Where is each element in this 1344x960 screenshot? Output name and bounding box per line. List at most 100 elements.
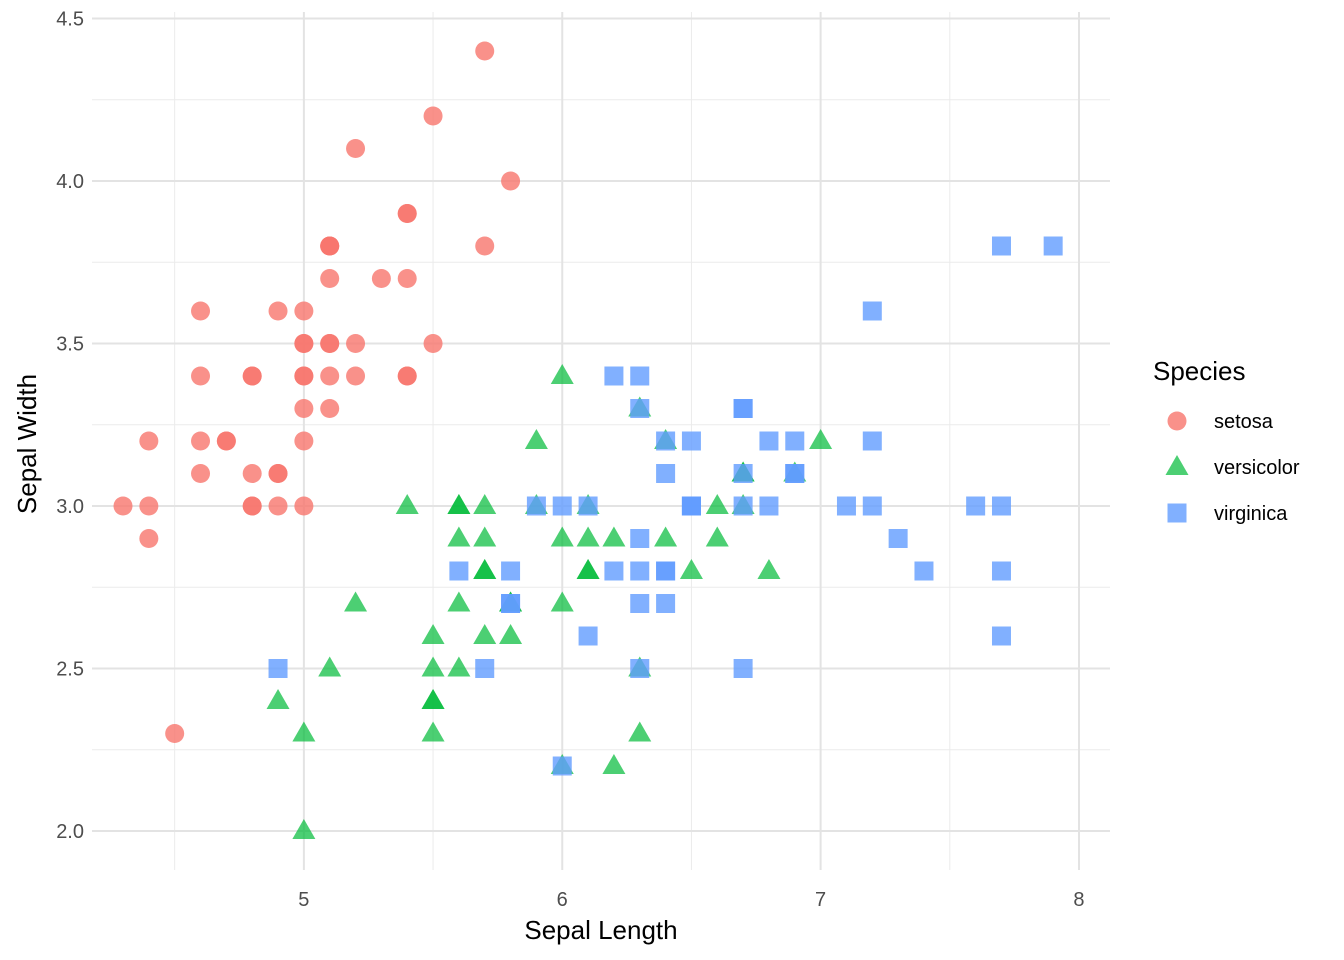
data-point-versicolor [473,494,497,514]
data-point-setosa [294,496,314,516]
data-point-virginica [630,659,650,678]
data-point-setosa [320,334,340,353]
legend-key-versicolor [1165,455,1189,475]
data-point-versicolor [602,526,626,547]
data-point-setosa [139,496,159,516]
data-point-setosa [397,269,417,288]
data-point-versicolor [344,591,368,612]
data-point-virginica [991,496,1011,516]
minor-gridlines [92,12,1110,870]
data-point-versicolor [292,819,316,839]
data-point-versicolor [447,591,471,612]
data-point-setosa [397,366,417,386]
data-point-virginica [1043,236,1063,256]
x-axis-title: Sepal Length [524,915,677,945]
y-axis-ticks: 2.0 2.5 3.0 3.5 4.0 4.5 [56,9,84,844]
y-tick-label: 3.0 [56,496,84,518]
data-point-versicolor [266,689,290,709]
data-point-versicolor [292,721,316,742]
data-point-virginica [604,366,624,386]
data-point-setosa [346,139,366,158]
data-point-versicolor [395,494,419,514]
data-point-setosa [113,496,133,516]
data-point-versicolor [576,526,600,547]
data-point-versicolor [705,526,729,547]
data-point-versicolor [473,559,497,579]
data-point-virginica [526,496,546,516]
data-point-virginica [578,496,598,516]
data-point-setosa [139,529,159,548]
data-point-virginica [991,236,1011,256]
data-point-versicolor [421,721,445,742]
data-point-virginica [759,431,779,451]
legend-label-virginica: virginica [1214,503,1288,525]
data-point-virginica [630,561,650,581]
data-point-virginica [914,561,934,581]
series-setosa [113,41,521,743]
data-point-versicolor [421,656,445,677]
data-point-virginica [991,561,1011,581]
data-point-setosa [320,399,340,418]
data-point-virginica [862,301,882,321]
data-point-setosa [191,366,211,386]
data-point-setosa [242,496,262,516]
data-point-versicolor [421,689,445,709]
data-point-setosa [475,41,495,61]
data-point-virginica [475,659,495,678]
data-point-virginica [733,659,753,678]
data-point-virginica [604,561,624,581]
data-point-setosa [165,724,185,743]
data-point-versicolor [550,591,574,612]
data-point-versicolor [654,526,678,547]
x-tick-label: 5 [298,889,309,911]
data-point-virginica [501,594,521,613]
data-point-virginica [733,399,753,418]
data-point-virginica [656,464,676,483]
data-point-virginica [656,431,676,451]
data-point-virginica [630,594,650,613]
data-point-virginica [681,431,701,451]
data-point-virginica [836,496,856,516]
x-axis-ticks: 5 6 7 8 [298,889,1084,911]
data-point-setosa [346,366,366,386]
data-point-virginica [681,496,701,516]
y-axis-title: Sepal Width [12,374,42,514]
data-point-versicolor [602,754,626,774]
data-point-virginica [785,431,805,451]
data-point-setosa [397,204,417,223]
data-point-virginica [733,464,753,483]
data-point-setosa [501,171,521,191]
data-point-virginica [630,529,650,548]
data-point-versicolor [318,656,342,677]
data-point-setosa [191,301,211,321]
legend: Species setosa versicolor virginica [1153,356,1300,525]
data-point-virginica [578,626,598,646]
data-point-virginica [991,626,1011,646]
data-point-virginica [862,431,882,451]
data-point-setosa [268,496,288,516]
data-point-setosa [294,334,314,353]
data-point-setosa [294,431,314,451]
data-point-versicolor [705,494,729,514]
data-point-versicolor [421,624,445,644]
major-gridlines [92,12,1110,870]
data-point-setosa [320,269,340,288]
data-point-setosa [191,464,211,483]
data-point-setosa [475,236,495,256]
data-point-versicolor [524,429,548,449]
data-point-virginica [656,594,676,613]
legend-label-setosa: setosa [1214,411,1274,433]
data-point-setosa [294,301,314,321]
data-point-setosa [371,269,391,288]
data-point-virginica [501,561,521,581]
y-tick-label: 2.5 [56,659,84,681]
legend-label-versicolor: versicolor [1214,457,1300,479]
series-virginica [268,236,1063,776]
x-tick-label: 6 [557,889,568,911]
data-point-virginica [630,399,650,418]
data-point-setosa [191,431,211,451]
data-point-virginica [785,464,805,483]
data-point-setosa [242,366,262,386]
data-point-virginica [656,561,676,581]
